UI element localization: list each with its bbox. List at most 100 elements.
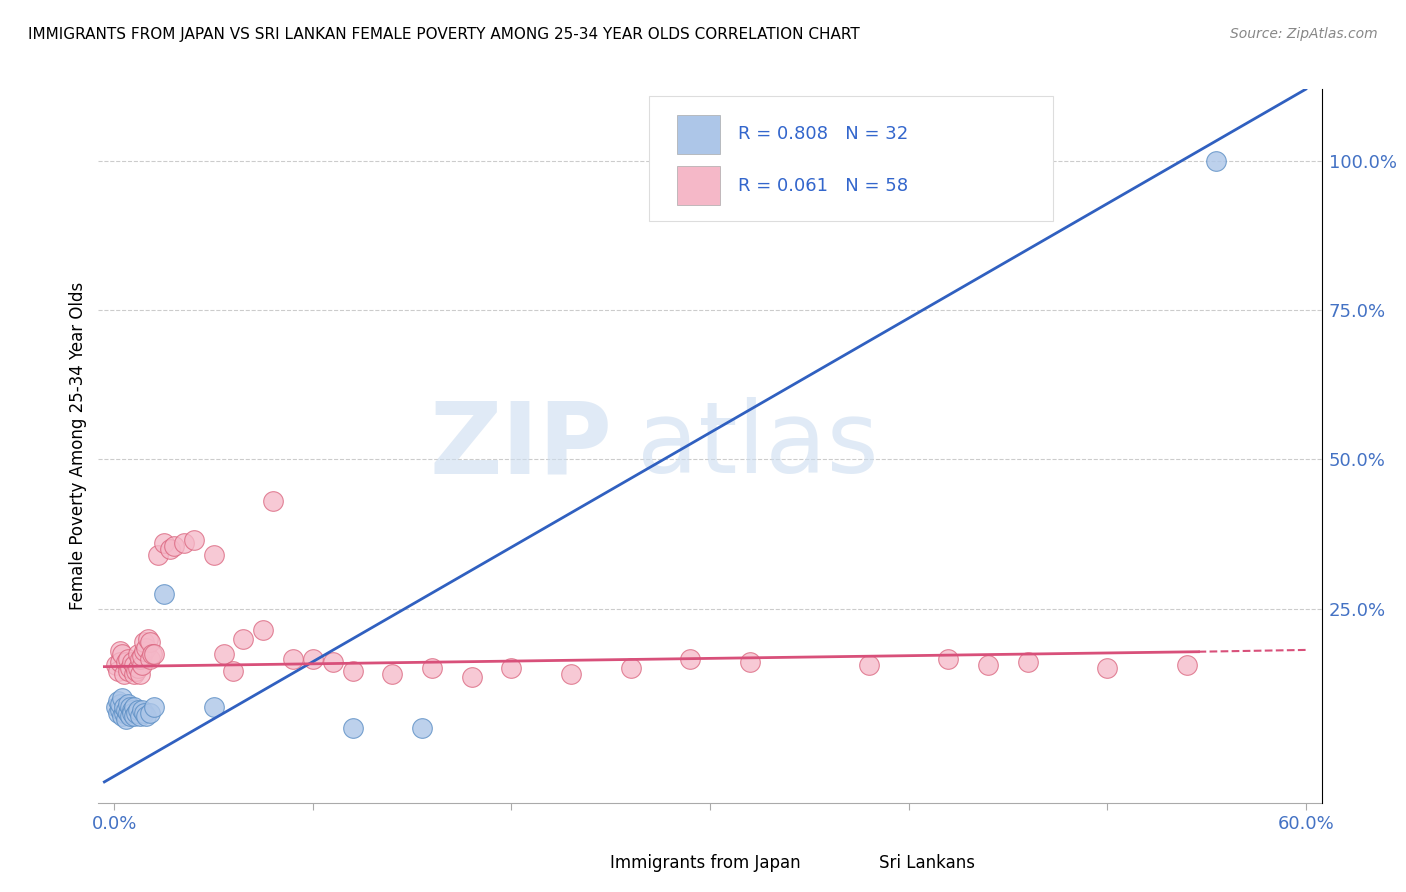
Point [115, 656, 138, 670]
Text: R = 0.061   N = 58: R = 0.061 N = 58 [738, 177, 908, 194]
Point [105, 658, 128, 673]
Point [107, 706, 129, 721]
Point [342, 665, 364, 679]
Point [252, 623, 274, 637]
Point [139, 652, 162, 666]
Point [977, 658, 1000, 673]
Point [107, 694, 129, 708]
FancyBboxPatch shape [832, 851, 869, 880]
Point [262, 494, 284, 508]
Point [110, 703, 132, 717]
Point [183, 533, 205, 547]
Point [110, 698, 132, 712]
Point [936, 652, 959, 666]
Point [120, 709, 142, 723]
Point [110, 643, 132, 657]
Point [135, 709, 157, 723]
Point [135, 640, 157, 655]
Point [129, 667, 152, 681]
Point [132, 634, 155, 648]
Point [461, 670, 484, 684]
Text: Immigrants from Japan: Immigrants from Japan [610, 855, 800, 872]
Point [143, 647, 166, 661]
Point [139, 706, 162, 721]
Point [163, 539, 186, 553]
Point [620, 661, 643, 675]
Point [111, 647, 134, 661]
Point [1017, 656, 1039, 670]
Point [131, 658, 153, 673]
Point [153, 587, 176, 601]
Point [117, 706, 139, 721]
Point [122, 667, 145, 681]
Point [173, 536, 195, 550]
Point [858, 658, 880, 673]
Point [132, 643, 155, 657]
Point [121, 706, 143, 721]
Point [141, 647, 163, 661]
Point [411, 721, 433, 735]
Point [281, 652, 304, 666]
Text: atlas: atlas [637, 398, 879, 494]
Point [122, 658, 145, 673]
Point [232, 632, 254, 646]
Point [129, 709, 152, 723]
Point [159, 541, 181, 556]
Point [125, 665, 148, 679]
Point [560, 667, 582, 681]
Point [131, 703, 153, 717]
Point [120, 661, 142, 675]
Point [212, 647, 235, 661]
Point [117, 652, 139, 666]
Point [127, 661, 149, 675]
Point [112, 700, 135, 714]
Point [111, 709, 134, 723]
Point [1095, 661, 1118, 675]
Point [501, 661, 523, 675]
Point [110, 656, 132, 670]
Point [105, 700, 128, 714]
Point [302, 652, 325, 666]
FancyBboxPatch shape [564, 851, 600, 880]
Point [136, 632, 159, 646]
Point [122, 700, 145, 714]
Point [139, 634, 162, 648]
Point [1205, 153, 1227, 168]
Point [420, 661, 443, 675]
Text: IMMIGRANTS FROM JAPAN VS SRI LANKAN FEMALE POVERTY AMONG 25-34 YEAR OLDS CORRELA: IMMIGRANTS FROM JAPAN VS SRI LANKAN FEMA… [28, 27, 860, 42]
Point [342, 721, 364, 735]
Point [738, 656, 761, 670]
Point [153, 536, 176, 550]
Point [129, 652, 152, 666]
Text: Source: ZipAtlas.com: Source: ZipAtlas.com [1230, 27, 1378, 41]
Point [1175, 658, 1198, 673]
Point [117, 698, 139, 712]
Point [202, 700, 225, 714]
FancyBboxPatch shape [678, 114, 720, 153]
Point [381, 667, 404, 681]
FancyBboxPatch shape [650, 96, 1053, 221]
Text: ZIP: ZIP [429, 398, 612, 494]
Point [322, 656, 344, 670]
Point [122, 709, 145, 723]
Text: Sri Lankans: Sri Lankans [879, 855, 974, 872]
Point [222, 665, 245, 679]
Point [125, 706, 148, 721]
Point [127, 647, 149, 661]
Point [121, 703, 143, 717]
Point [107, 665, 129, 679]
Point [127, 703, 149, 717]
Text: R = 0.808   N = 32: R = 0.808 N = 32 [738, 125, 908, 143]
Point [146, 548, 169, 562]
Point [115, 703, 138, 717]
FancyBboxPatch shape [678, 166, 720, 205]
Point [202, 548, 225, 562]
Point [120, 700, 142, 714]
Point [132, 706, 155, 721]
Point [112, 706, 135, 721]
Point [131, 649, 153, 664]
Point [121, 656, 143, 670]
Point [112, 667, 135, 681]
Point [115, 712, 138, 726]
Y-axis label: Female Poverty Among 25-34 Year Olds: Female Poverty Among 25-34 Year Olds [69, 282, 87, 610]
